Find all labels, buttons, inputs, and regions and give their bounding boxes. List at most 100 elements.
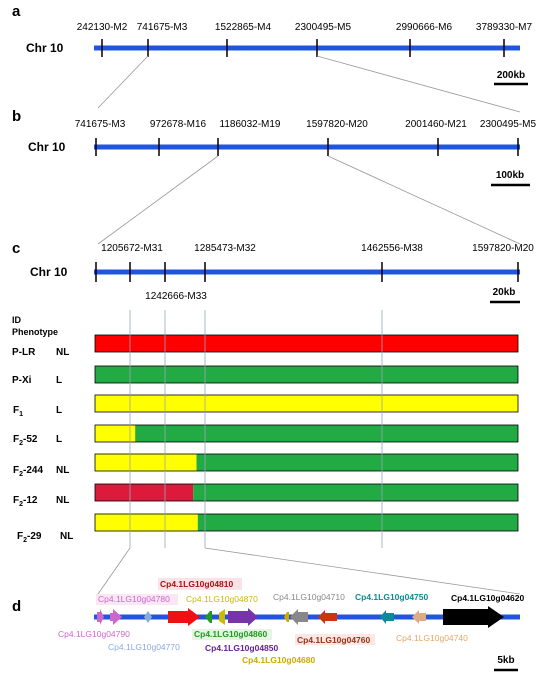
genotype-segment bbox=[95, 425, 136, 442]
panel-a-letter: a bbox=[12, 3, 21, 20]
panel-a-marker-label: 242130-M2 bbox=[77, 22, 128, 33]
genotype-segment bbox=[95, 366, 518, 383]
genotype-segment bbox=[95, 454, 197, 471]
gene-arrow bbox=[284, 612, 289, 622]
gene-label-highlight bbox=[96, 594, 178, 605]
panel-b-marker-label: 741675-M3 bbox=[75, 119, 126, 130]
panel-a-marker-label: 2300495-M5 bbox=[295, 22, 352, 33]
gene-label: Cp4.1LG10g04860 bbox=[194, 629, 268, 639]
gene-label: Cp4.1LG10g04770 bbox=[108, 642, 180, 652]
gene-arrow bbox=[412, 610, 426, 624]
connector-a-b-right bbox=[316, 55, 521, 113]
gene-arrow bbox=[380, 610, 394, 624]
connector-b-c-right bbox=[327, 155, 521, 245]
row-id-label: F2-52 bbox=[13, 434, 38, 447]
panel-b-scale-label: 100kb bbox=[496, 170, 524, 181]
header-phenotype: Phenotype bbox=[12, 327, 58, 337]
row-id-label: P-Xi bbox=[12, 375, 32, 386]
panel-c-marker-label-m33: 1242666-M33 bbox=[145, 291, 207, 302]
panel-b-ticks bbox=[95, 138, 519, 156]
panel-a-marker-label: 1522865-M4 bbox=[215, 22, 272, 33]
header-id: ID bbox=[12, 315, 22, 325]
connector-c-d-right bbox=[204, 547, 521, 595]
genotype-row-outline bbox=[94, 513, 519, 532]
gene-label-highlight bbox=[295, 634, 375, 645]
row-id-label: F1 bbox=[13, 405, 23, 418]
gene-arrow bbox=[290, 609, 308, 625]
gene-label: Cp4.1LG10g04850 bbox=[205, 643, 279, 653]
connector-b-c-left bbox=[97, 155, 219, 245]
genotype-segment bbox=[197, 514, 518, 531]
panel-a-marker-label: 2990666-M6 bbox=[396, 22, 453, 33]
gene-label-highlight bbox=[158, 578, 242, 590]
gene-label: Cp4.1LG10g04740 bbox=[396, 633, 468, 643]
gene-label: Cp4.1LG10g04870 bbox=[186, 594, 258, 604]
gene-label: Cp4.1LG10g04680 bbox=[242, 655, 316, 665]
panel-b-letter: b bbox=[12, 108, 21, 125]
gene-label: Cp4.1LG10g04810 bbox=[160, 579, 234, 589]
genotype-segment bbox=[95, 514, 198, 531]
gene-arrow bbox=[168, 608, 200, 626]
panel-a: a Chr 10 242130-M2 741675-M3 1522865-M4 … bbox=[12, 3, 533, 86]
row-phenotype-label: NL bbox=[56, 465, 69, 476]
panel-c-ticks bbox=[95, 262, 519, 282]
panel-a-ticks bbox=[101, 39, 505, 57]
panel-c-scale-label: 20kb bbox=[493, 287, 516, 298]
genotype-rows: P-LR NL P-Xi L F1 L F2-52 L F2-244 NL F2-12 NL F2-29… bbox=[12, 334, 519, 544]
panel-c-marker-label: 1205672-M31 bbox=[101, 243, 163, 254]
gene-label: Cp4.1LG10g04620 bbox=[451, 593, 525, 603]
gene-arrow bbox=[318, 610, 337, 624]
row-id-label: F2-12 bbox=[13, 495, 38, 508]
panel-c-marker-label: 1285473-M32 bbox=[194, 243, 256, 254]
panel-b: b Chr 10 741675-M3 972678-M16 1186032-M1… bbox=[12, 108, 537, 187]
row-phenotype-label: NL bbox=[60, 531, 73, 542]
genotype-segment bbox=[193, 484, 519, 501]
panel-d-scale-label: 5kb bbox=[497, 655, 514, 666]
gene-arrow bbox=[110, 609, 122, 625]
gene-arrow bbox=[219, 609, 225, 625]
row-id-label: F2-244 bbox=[13, 465, 43, 478]
row-phenotype-label: L bbox=[56, 434, 62, 445]
panel-c: c Chr 10 1205672-M31 1285473-M32 1462556… bbox=[12, 240, 534, 548]
gene-arrow bbox=[228, 608, 258, 626]
panel-d: d Cp4.1LG10g04780 Cp4.1LG10g04810 Cp4.1L… bbox=[12, 578, 525, 672]
panel-b-marker-label: 1186032-M19 bbox=[220, 119, 281, 130]
panel-a-chromosome-label: Chr 10 bbox=[26, 41, 64, 55]
panel-a-scale-label: 200kb bbox=[497, 70, 525, 81]
panel-b-marker-label: 2300495-M5 bbox=[480, 119, 537, 130]
genotype-row-outline bbox=[94, 483, 519, 502]
gene-arrow bbox=[443, 606, 504, 628]
gene-arrow bbox=[205, 611, 212, 623]
panel-b-marker-label: 972678-M16 bbox=[150, 119, 207, 130]
row-phenotype-label: NL bbox=[56, 347, 69, 358]
row-id-label: F2-29 bbox=[17, 531, 42, 544]
panel-a-marker-label: 3789330-M7 bbox=[476, 22, 533, 33]
gene-label: Cp4.1LG10g04750 bbox=[355, 592, 429, 602]
genotype-segment bbox=[95, 395, 518, 412]
panel-d-letter: d bbox=[12, 598, 21, 615]
genotype-segment bbox=[196, 454, 518, 471]
gene-label: Cp4.1LG10g04780 bbox=[98, 594, 170, 604]
guide-lines bbox=[129, 310, 383, 548]
connector-c-d-left bbox=[97, 547, 131, 595]
panel-c-letter: c bbox=[12, 240, 20, 257]
genotype-segment bbox=[135, 425, 518, 442]
gene-label-highlight bbox=[192, 629, 272, 640]
genotype-segment bbox=[95, 484, 194, 501]
row-phenotype-label: L bbox=[56, 405, 62, 416]
row-id-label: P-LR bbox=[12, 347, 36, 358]
gene-arrows bbox=[97, 606, 504, 628]
panel-b-chromosome-label: Chr 10 bbox=[28, 140, 66, 154]
gene-label: Cp4.1LG10g04760 bbox=[297, 635, 371, 645]
genotype-row-outline bbox=[94, 424, 519, 443]
panel-c-marker-label: 1462556-M38 bbox=[361, 243, 423, 254]
panel-b-marker-label: 1597820-M20 bbox=[306, 119, 368, 130]
genotype-row-outline bbox=[94, 394, 519, 413]
genotype-segment bbox=[95, 335, 518, 352]
panel-c-chromosome-label: Chr 10 bbox=[30, 265, 68, 279]
gene-arrow bbox=[97, 609, 104, 625]
gene-label: Cp4.1LG10g04710 bbox=[273, 592, 345, 602]
row-phenotype-label: L bbox=[56, 375, 62, 386]
row-phenotype-label: NL bbox=[56, 495, 69, 506]
